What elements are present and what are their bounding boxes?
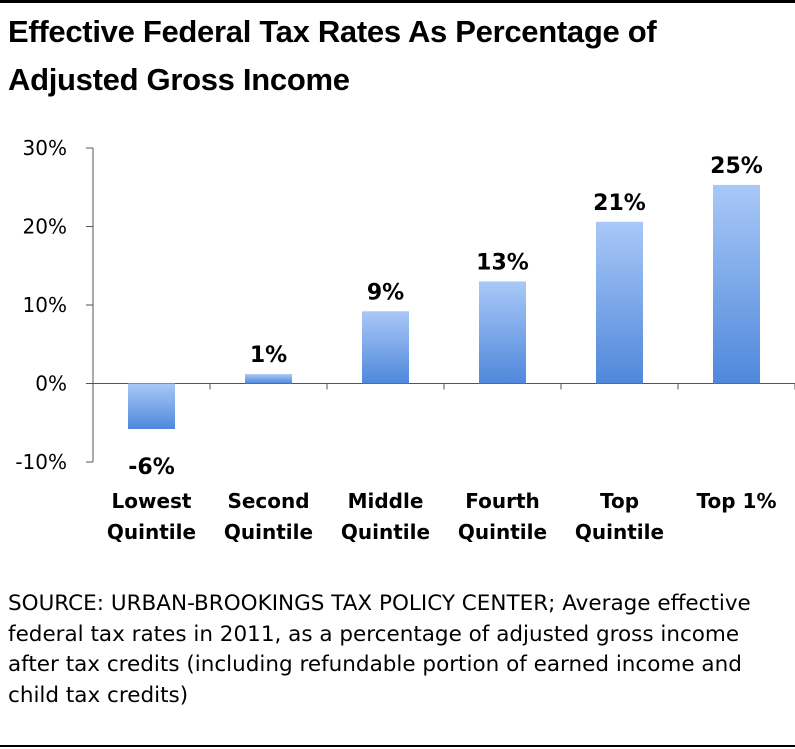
bar xyxy=(596,221,643,384)
bars xyxy=(128,184,760,430)
data-label: 21% xyxy=(593,191,646,216)
source-note: SOURCE: URBAN-BROOKINGS TAX POLICY CENTE… xyxy=(8,591,751,708)
category-label: Lowest Quintile xyxy=(107,489,196,544)
y-tick-label: 20% xyxy=(23,215,67,239)
bar xyxy=(479,281,526,384)
data-label: 13% xyxy=(476,250,529,275)
data-label: 25% xyxy=(710,154,763,179)
category-label: Second Quintile xyxy=(224,489,313,544)
chart-title: Effective Federal Tax Rates As Percentag… xyxy=(8,14,657,97)
labels: -6% Lowest Quintile 1% Second Quintile 9% Middl… xyxy=(107,154,777,544)
bottom-border xyxy=(0,745,795,747)
category-label: Top 1% xyxy=(697,489,777,513)
y-tick-label: 10% xyxy=(23,293,67,317)
data-label: 9% xyxy=(367,280,404,305)
axes: 30% 20% 10% 0% -10% xyxy=(15,136,795,474)
data-label: 1% xyxy=(250,343,287,368)
bar xyxy=(128,383,175,430)
bar xyxy=(245,374,292,384)
y-tick-label: -10% xyxy=(15,450,67,474)
bar xyxy=(713,184,760,384)
category-label: Top Quintile xyxy=(575,489,664,544)
category-label: Fourth Quintile xyxy=(458,489,547,544)
category-label: Middle Quintile xyxy=(341,489,430,544)
data-label: -6% xyxy=(128,455,174,480)
top-border xyxy=(0,0,795,3)
y-tick-label: 0% xyxy=(35,372,67,396)
bar xyxy=(362,311,409,384)
bar-chart: 30% 20% 10% 0% -10% -6% Lowest Quintile 1% Secon… xyxy=(15,136,795,544)
y-tick-label: 30% xyxy=(23,136,67,160)
